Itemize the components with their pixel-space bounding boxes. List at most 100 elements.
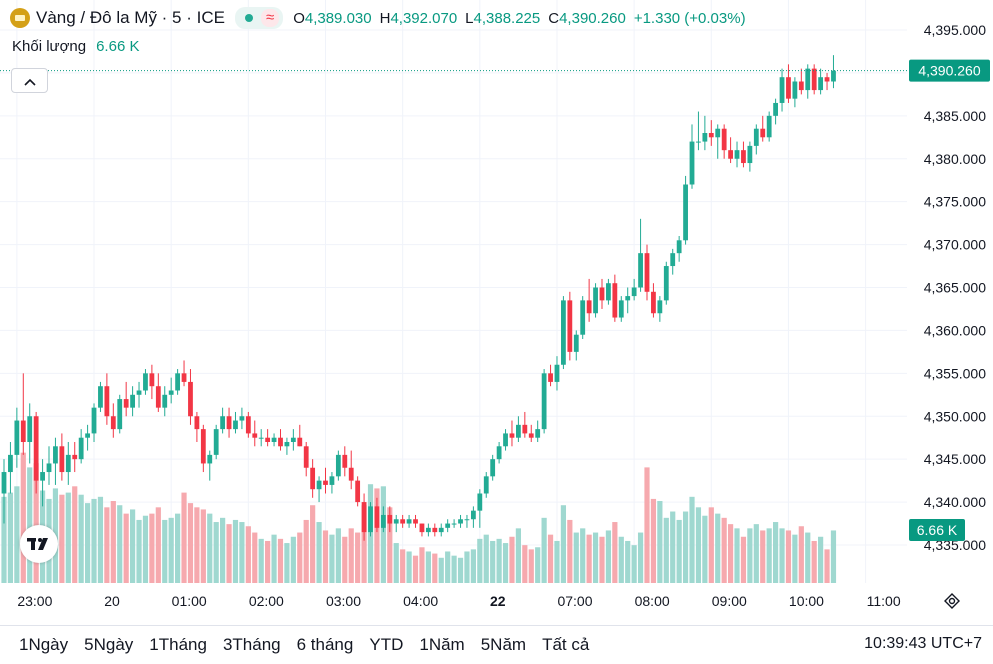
x-tick-label: 08:00	[635, 593, 670, 609]
candle-body	[1, 472, 7, 494]
candle-body	[310, 467, 316, 490]
volume-legend: Khối lượng 6.66 K	[12, 38, 139, 55]
range-tab[interactable]: 1Ngày	[19, 635, 69, 654]
candle-body	[567, 300, 573, 352]
range-tab[interactable]: Tất cả	[542, 635, 590, 654]
candle-body	[316, 480, 322, 490]
close-value: C4,390.260	[548, 9, 626, 27]
volume-bar	[528, 549, 534, 583]
x-tick-label: 03:00	[326, 593, 361, 609]
auto-scale-icon[interactable]	[943, 592, 961, 610]
candle-body	[368, 506, 373, 533]
volume-bar	[194, 507, 200, 583]
tradingview-logo[interactable]	[20, 525, 58, 563]
candle-body	[72, 454, 78, 460]
candle-body	[606, 283, 611, 301]
candle-body	[200, 429, 206, 464]
candle-body	[380, 514, 386, 528]
price-axis: 4,395.0004,390.0004,385.0004,380.0004,37…	[924, 22, 986, 553]
volume-bar	[284, 543, 290, 583]
volume-bar	[721, 517, 727, 583]
volume-bar	[232, 519, 239, 583]
volume-bar	[625, 540, 631, 583]
candle-body	[573, 334, 579, 352]
candle-body	[123, 399, 129, 408]
volume-bar	[522, 545, 528, 583]
x-tick-label: 02:00	[249, 593, 284, 609]
candle-body	[683, 184, 688, 241]
candlesticks	[1, 55, 836, 541]
volume-bar	[567, 519, 573, 583]
volume-bar	[220, 517, 226, 583]
range-tab[interactable]: 5Năm	[480, 635, 527, 654]
candle-body	[78, 437, 84, 460]
volume-bar	[631, 545, 637, 583]
volume-bar	[59, 494, 65, 583]
gold-coin-icon	[10, 8, 30, 28]
candle-body	[143, 373, 148, 391]
price-chart[interactable]: 4,395.0004,390.0004,385.0004,380.0004,37…	[0, 0, 993, 625]
chevron-up-icon	[23, 78, 36, 86]
high-value: H4,392.070	[379, 9, 458, 27]
candle-body	[181, 373, 187, 382]
volume-bar	[310, 505, 316, 583]
candle-body	[226, 416, 232, 430]
range-tab[interactable]: YTD	[369, 635, 404, 654]
volume-bar	[432, 553, 438, 583]
volume-bar	[695, 507, 702, 583]
candle-body	[451, 523, 457, 525]
candle-body	[8, 454, 13, 473]
volume-bar	[168, 517, 174, 583]
collapse-legend-button[interactable]	[11, 68, 48, 93]
clock[interactable]: 10:39:43 UTC+7	[864, 635, 982, 652]
volume-bar	[374, 488, 380, 583]
volume-bar	[393, 543, 399, 583]
y-tick-label: 4,350.000	[924, 408, 986, 424]
volume-bar	[290, 536, 296, 583]
volume-bar	[541, 517, 547, 583]
range-tab[interactable]: 1Tháng	[149, 635, 207, 654]
price-change: +1.330 (+0.03%)	[633, 9, 746, 27]
candle-body	[335, 454, 341, 477]
x-tick-label: 01:00	[172, 593, 207, 609]
volume-bar	[104, 507, 110, 583]
candle-body	[477, 493, 483, 511]
range-tab[interactable]: 1Năm	[419, 635, 465, 654]
candle-body	[721, 128, 727, 151]
market-status-pill[interactable]: ≈	[234, 7, 284, 29]
symbol-title[interactable]: Vàng / Đô la Mỹ · 5 · ICE	[36, 8, 225, 27]
candle-body	[541, 373, 547, 430]
volume-bar	[91, 498, 97, 583]
candle-body	[400, 519, 406, 524]
candle-body	[278, 437, 283, 447]
candle-body	[798, 81, 804, 91]
volume-bar	[355, 532, 361, 583]
volume-bar	[464, 551, 470, 583]
volume-bar	[650, 498, 657, 583]
candle-body	[490, 459, 496, 477]
candle-body	[554, 364, 560, 382]
range-tab[interactable]: 6 tháng	[296, 635, 354, 654]
range-tab[interactable]: 5Ngày	[84, 635, 134, 654]
volume-axis-label: 6.66 K	[909, 519, 965, 541]
volume-bar	[130, 509, 136, 583]
candle-body	[676, 240, 682, 254]
candle-body	[194, 416, 200, 430]
volume-bar	[97, 496, 104, 583]
volume-bar	[213, 522, 219, 583]
candle-body	[98, 386, 103, 408]
volume-bar	[818, 536, 824, 583]
volume-bar	[136, 519, 142, 583]
volume-bar	[20, 452, 26, 583]
candle-body	[811, 68, 817, 91]
volume-bar	[586, 534, 592, 583]
candle-body	[374, 506, 380, 528]
x-tick-label: 10:00	[789, 593, 824, 609]
candle-body	[689, 141, 695, 185]
candle-body	[239, 416, 245, 421]
range-tab[interactable]: 3Tháng	[222, 635, 281, 654]
x-tick-label: 11:00	[867, 593, 901, 609]
candle-body	[361, 502, 367, 533]
candle-body	[728, 150, 733, 159]
candle-body	[638, 253, 643, 288]
